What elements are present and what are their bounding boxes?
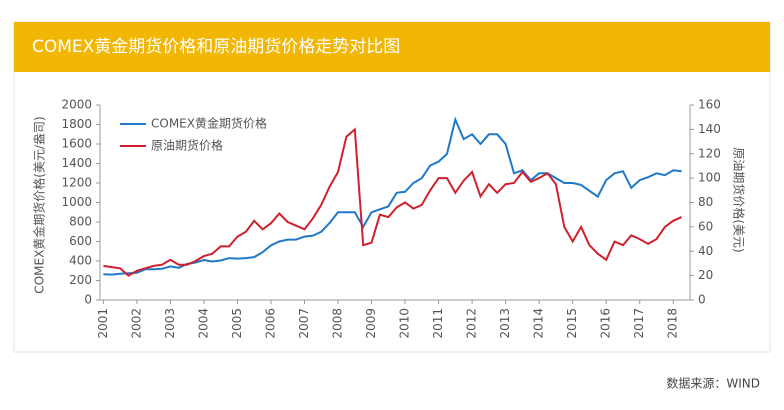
x-tick-label: 2007 (297, 308, 311, 339)
y-tick-label: 200 (69, 273, 92, 287)
legend-label: COMEX黄金期货价格 (151, 116, 267, 131)
y2-tick-label: 80 (698, 195, 713, 209)
x-tick-label: 2013 (498, 308, 512, 339)
legend-label: 原油期货价格 (151, 138, 223, 153)
chart-title: COMEX黄金期货价格和原油期货价格走势对比图 (32, 37, 400, 57)
x-tick-label: 2001 (96, 308, 110, 339)
x-tick-label: 2005 (230, 308, 244, 339)
source: 数据来源：WIND (666, 376, 760, 391)
series-line (103, 127, 683, 277)
x-tick-label: 2010 (398, 308, 412, 339)
y-tick-label: 0 (84, 293, 92, 307)
y-tick-label: 1200 (61, 176, 92, 190)
y2-tick-label: 100 (698, 171, 721, 185)
x-tick-label: 2002 (129, 308, 143, 339)
x-tick-label: 2003 (163, 308, 177, 339)
series-line (103, 116, 682, 276)
y2-tick-label: 160 (698, 98, 721, 112)
y-tick-label: 1800 (61, 117, 92, 131)
y-tick-label: 600 (69, 234, 92, 248)
chart-frame (13, 21, 771, 353)
y-tick-label: 1000 (61, 195, 92, 209)
y2-tick-label: 40 (698, 244, 713, 258)
y2-tick-label: 60 (698, 219, 713, 233)
y-tick-label: 800 (69, 215, 92, 229)
y-tick-label: 1400 (61, 156, 92, 170)
y-tick-label: 400 (69, 254, 92, 268)
y2-axis-title: 原油期货价格(美元) (732, 147, 747, 252)
y-tick-label: 2000 (61, 98, 92, 112)
x-tick-label: 2009 (364, 308, 378, 339)
x-tick-label: 2016 (599, 308, 613, 339)
x-tick-label: 2004 (196, 308, 210, 339)
title-banner (14, 22, 770, 72)
x-tick-label: 2011 (431, 308, 445, 339)
y-axis-title: COMEX黄金期货价格(美元/盎司) (32, 116, 47, 293)
x-tick-label: 2012 (465, 308, 479, 339)
x-tick-label: 2018 (666, 308, 680, 339)
y2-tick-label: 0 (698, 293, 706, 307)
y2-tick-label: 20 (698, 268, 713, 282)
y-tick-label: 1600 (61, 137, 92, 151)
y2-tick-label: 120 (698, 146, 721, 160)
y2-tick-label: 140 (698, 122, 721, 136)
x-tick-label: 2015 (565, 308, 579, 339)
x-tick-label: 2008 (331, 308, 345, 339)
x-tick-label: 2006 (263, 308, 277, 339)
x-tick-label: 2017 (632, 308, 646, 339)
x-tick-label: 2014 (532, 308, 546, 339)
